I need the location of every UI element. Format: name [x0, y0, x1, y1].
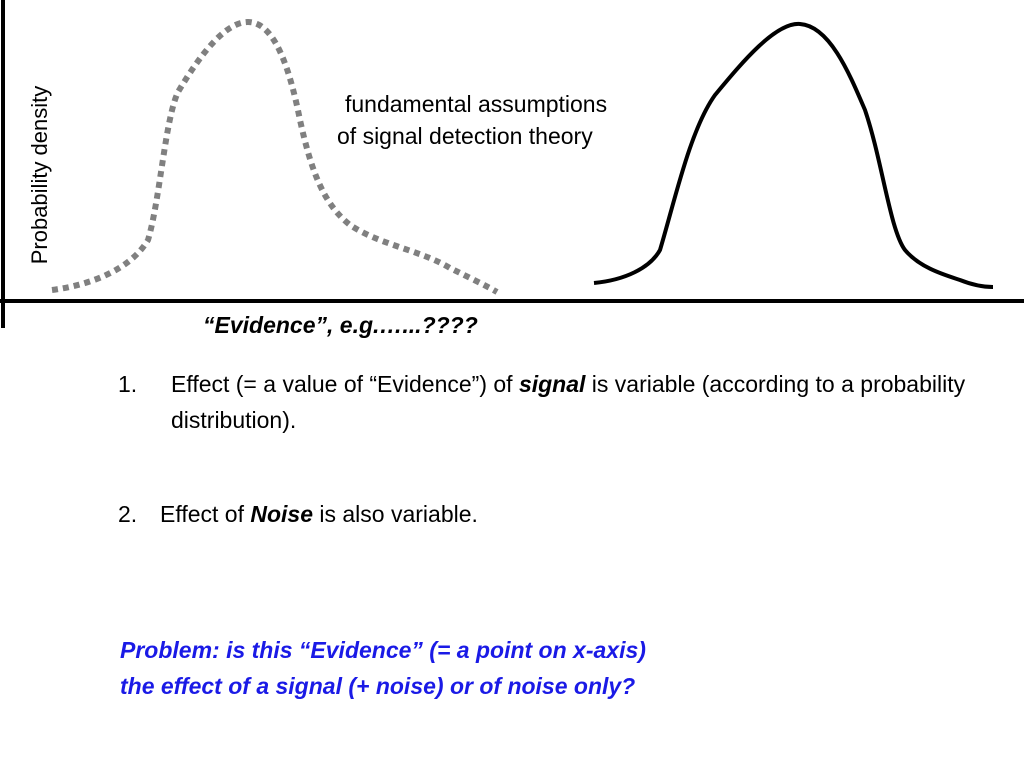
point-text: Effect (= a value of “Evidence”) of sign… — [171, 366, 971, 438]
text: is also variable. — [313, 501, 478, 527]
title-line: of signal detection theory — [337, 123, 593, 149]
signal-curve — [593, 21, 994, 289]
emphasis: signal — [518, 371, 586, 397]
text: Effect of — [160, 501, 251, 527]
point-text: Effect of Noise is also variable. — [160, 496, 960, 532]
point-number: 1. — [118, 371, 138, 397]
title-line: fundamental assumptions — [345, 91, 608, 117]
noise-curve — [51, 18, 499, 295]
problem-line: Problem: is this “Evidence” (= a point o… — [120, 637, 646, 663]
point: 2. Effect of Noise is also variable. — [118, 496, 960, 532]
point-number: 2. — [118, 501, 138, 527]
problem: Problem: is this “Evidence” (= a point o… — [120, 632, 646, 704]
emphasis: Noise — [250, 501, 313, 527]
problem-line: the effect of a signal (+ noise) or of n… — [120, 673, 636, 699]
text: is variable (according to a probability … — [171, 371, 966, 433]
point: 1. Effect (= a value of “Evidence”) of s… — [118, 366, 971, 438]
y-axis-label: Probability density — [27, 85, 52, 265]
text: Effect (= a value of “Evidence”) of — [171, 371, 519, 397]
title: fundamental assumptions of signal detect… — [337, 88, 607, 152]
x-axis-label: “Evidence”, e.g.…...???? — [203, 312, 478, 338]
